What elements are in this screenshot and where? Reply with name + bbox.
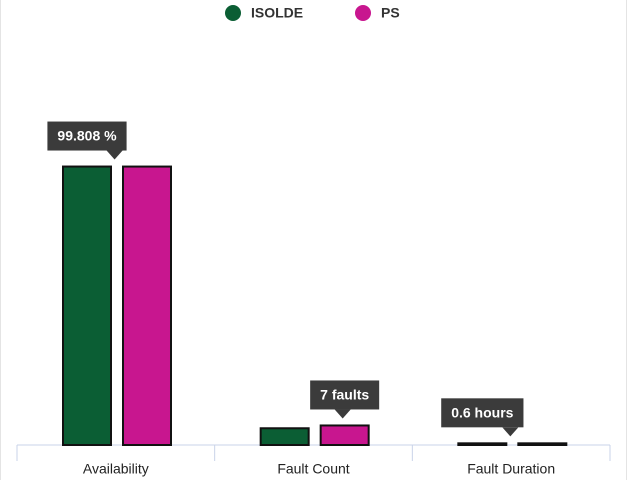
tooltip-box xyxy=(310,380,380,410)
tooltip-label: 99.808 % xyxy=(57,128,117,144)
tooltip-pointer xyxy=(334,409,351,419)
tooltip: 99.808 % xyxy=(47,121,127,160)
tooltip-label: 7 faults xyxy=(320,387,369,403)
tooltip-pointer xyxy=(502,427,519,437)
tooltip: 0.6 hours xyxy=(441,398,524,437)
tooltip-box xyxy=(47,121,127,151)
x-tick-label: Availability xyxy=(83,461,149,477)
bar xyxy=(517,442,568,446)
bar xyxy=(122,165,172,446)
x-tick-label: Fault Duration xyxy=(467,461,555,477)
tooltip-pointer xyxy=(106,150,123,160)
tooltip-label: 0.6 hours xyxy=(451,405,513,421)
bar xyxy=(62,165,112,446)
x-tick-label: Fault Count xyxy=(277,461,349,477)
legend-label: PS xyxy=(381,5,400,21)
bar xyxy=(259,427,310,447)
legend-label: ISOLDE xyxy=(251,5,303,21)
bar xyxy=(319,424,370,447)
bar xyxy=(457,442,508,446)
legend-swatch xyxy=(225,5,241,21)
tooltip-box xyxy=(441,398,524,428)
tooltip: 7 faults xyxy=(310,380,380,419)
legend-swatch xyxy=(355,5,371,21)
